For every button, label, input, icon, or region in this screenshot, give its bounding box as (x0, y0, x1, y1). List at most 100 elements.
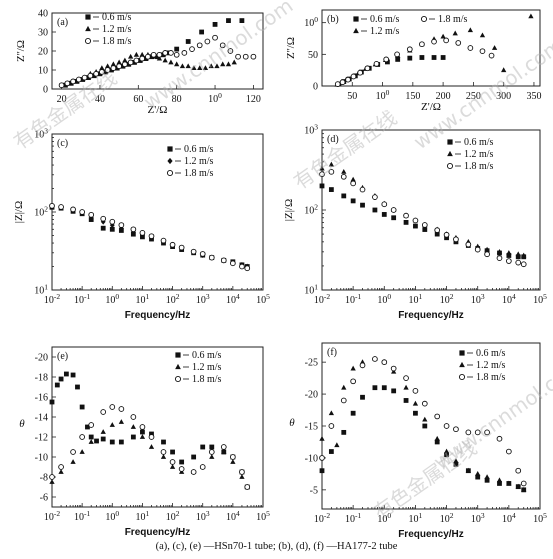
data-point (515, 254, 521, 260)
data-point (139, 434, 146, 439)
legend-label: 1.2 m/s (476, 360, 506, 371)
x-tick-label: 103 (471, 292, 485, 306)
y-tick-label: -20 (35, 353, 48, 364)
data-point (204, 38, 211, 45)
data-point (116, 59, 122, 65)
data-point (85, 424, 90, 430)
data-point (479, 48, 486, 55)
data-point (178, 244, 185, 251)
x-tick-label: 104 (502, 292, 516, 306)
x-axis-label: Frequency/Hz (125, 310, 191, 321)
legend-marker (175, 363, 181, 370)
data-point (173, 51, 180, 58)
data-point (383, 56, 390, 63)
x-tick-label: 200 (436, 91, 451, 102)
data-point (319, 165, 325, 171)
data-point (359, 186, 366, 193)
data-point (139, 55, 146, 62)
panel-a: 20 40 60 80 100 120 0 10 20 30 40 Z'/Ω Z''/Ω (a) 0.6 m… (15, 9, 264, 116)
data-point (394, 51, 400, 58)
data-point (372, 194, 378, 200)
data-point (528, 13, 534, 19)
series-triangle (319, 161, 527, 258)
data-point (168, 50, 174, 56)
y-tick-label: 30 (38, 28, 48, 39)
data-point (413, 410, 418, 416)
data-point (49, 479, 55, 484)
data-point (434, 439, 440, 445)
legend-label: 1.8 m/s (184, 168, 214, 179)
data-point (88, 211, 95, 218)
data-point (412, 400, 419, 406)
data-point (506, 258, 512, 264)
legend-label: 1.8 m/s (102, 36, 132, 47)
legend-marker (167, 146, 173, 152)
data-point (465, 467, 471, 473)
panel-f: 10-2 10-1 100 101 102 103 104 105 -5 -10 -15 -20 -25… (289, 342, 547, 540)
data-point (412, 388, 419, 394)
data-point (79, 404, 85, 410)
data-point (227, 48, 234, 54)
figure-caption: (a), (c), (e) —HSn70-1 tube; (b), (d), (… (155, 541, 398, 552)
data-point (209, 444, 215, 450)
data-point (328, 161, 335, 167)
legend-marker (85, 25, 91, 32)
data-point (168, 59, 174, 65)
data-point (140, 429, 145, 435)
data-point (340, 397, 347, 404)
legend-marker (353, 16, 359, 22)
x-tick-label: 100 (376, 88, 390, 102)
data-point (54, 382, 60, 388)
data-point (443, 37, 449, 44)
legend-label: 1.8 m/s (464, 161, 494, 172)
data-point (220, 444, 227, 450)
data-point (372, 385, 378, 391)
data-point (100, 429, 106, 434)
data-point (484, 474, 490, 479)
data-point (412, 217, 419, 224)
series-triangle (49, 419, 250, 489)
data-point (341, 429, 347, 435)
y-axis-label: θ (19, 418, 25, 430)
data-point (221, 449, 227, 454)
data-point (104, 63, 111, 69)
data-point (58, 469, 64, 474)
data-point (319, 455, 325, 461)
x-tick-label: 102 (440, 511, 454, 525)
data-point (191, 65, 197, 71)
plot-frame (51, 346, 264, 508)
data-point (506, 448, 512, 455)
data-point (491, 45, 498, 50)
data-point (169, 464, 176, 469)
data-point (467, 45, 474, 51)
y-tick-label: -14 (35, 413, 48, 424)
data-point (360, 202, 365, 208)
data-point (100, 225, 106, 231)
legend-label: 1.8 m/s (192, 374, 222, 385)
series-square (336, 55, 446, 87)
data-point (178, 466, 185, 472)
data-point (431, 55, 437, 60)
data-point (403, 219, 409, 225)
data-point (130, 434, 136, 440)
data-point (104, 67, 111, 73)
data-point (230, 454, 236, 460)
data-point (161, 439, 166, 445)
x-tick-label: 103 (196, 509, 210, 523)
data-point (319, 435, 325, 441)
data-point (148, 233, 155, 240)
data-point (162, 57, 168, 63)
legend-marker (447, 139, 453, 145)
data-point (520, 480, 527, 487)
panel-label: (b) (327, 14, 339, 25)
data-point (419, 41, 425, 48)
data-point (219, 42, 226, 49)
x-tick-label: 120 (246, 94, 261, 105)
data-point (496, 477, 503, 483)
data-point (64, 80, 71, 87)
x-tick-label: 350 (526, 91, 541, 102)
data-point (488, 52, 495, 59)
data-point (403, 375, 409, 381)
data-point (244, 484, 251, 490)
data-point (79, 209, 85, 215)
